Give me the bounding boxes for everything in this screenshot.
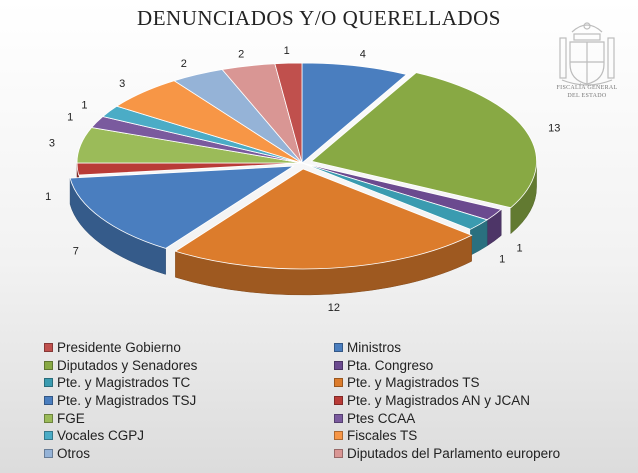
pie-slice-14	[274, 62, 303, 164]
legend-label: Vocales CGPJ	[57, 428, 145, 444]
seal-caption-line1: FISCALÍA GENERAL	[556, 85, 618, 91]
legend-label: Fiscales TS	[347, 428, 418, 444]
legend-entry: Diputados y Senadores	[44, 357, 334, 375]
legend-label: Pte. y Magistrados AN y JCAN	[347, 393, 531, 409]
pie-data-label: 7	[73, 246, 79, 258]
pie-data-label: 1	[517, 242, 523, 254]
legend-swatch	[44, 431, 53, 441]
legend-swatch	[44, 448, 53, 458]
legend-swatch	[334, 448, 343, 458]
pie-data-label: 1	[499, 254, 505, 266]
legend-entry: Vocales CGPJ	[44, 427, 334, 445]
legend-swatch	[334, 396, 343, 406]
legend-entry: Pte. y Magistrados AN y JCAN	[334, 392, 624, 410]
legend-label: Ministros	[347, 340, 402, 356]
legend-entry: FGE	[44, 409, 334, 427]
legend-label: Pta. Congreso	[347, 357, 434, 373]
legend-entry: Ministros	[334, 339, 624, 357]
legend-label: Otros	[57, 445, 91, 461]
coat-of-arms-seal	[559, 22, 615, 86]
pie-slice-6	[69, 165, 295, 249]
legend-entry: Pte. y Magistrados TC	[44, 374, 334, 392]
pie-data-label: 13	[548, 123, 560, 135]
legend-entry: Otros	[44, 445, 334, 463]
legend-entry: Pte. y Magistrados TS	[334, 374, 624, 392]
pie-slice-5	[174, 168, 473, 270]
legend-swatch	[334, 360, 343, 370]
legend-swatch	[44, 378, 53, 388]
legend-entry: Ptes CCAA	[334, 409, 624, 427]
chart-title: DENUNCIADOS Y/O QUERELLADOS	[137, 6, 501, 30]
chart-legend: Presidente Gobierno Ministros Diputados y …	[44, 339, 624, 462]
pie-data-label: 2	[238, 48, 244, 60]
pie-data-label: 12	[328, 302, 340, 314]
legend-label: Pte. y Magistrados TSJ	[57, 393, 197, 409]
pie-slice-2	[310, 72, 537, 209]
seal-caption: FISCALÍA GENERAL DEL ESTADO	[552, 84, 622, 100]
pie-slice-4	[301, 162, 489, 230]
pie-data-label: 2	[181, 58, 187, 70]
legend-label: Presidente Gobierno	[57, 340, 181, 356]
legend-swatch	[334, 343, 343, 353]
legend-entry: Pte. y Magistrados TSJ	[44, 392, 334, 410]
legend-label: Diputados y Senadores	[57, 357, 198, 373]
pie-tops	[69, 62, 537, 270]
legend-swatch	[334, 378, 343, 388]
pie-data-label: 1	[67, 112, 73, 124]
legend-swatch	[44, 360, 53, 370]
pie-data-label: 4	[360, 48, 366, 60]
pie-data-label: 1	[81, 100, 87, 112]
seal-caption-line2: DEL ESTADO	[567, 93, 607, 99]
legend-entry: Diputados del Parlamento europero	[334, 445, 624, 463]
legend-label: Pte. y Magistrados TC	[57, 375, 191, 391]
pie-slice-1	[301, 62, 408, 164]
legend-swatch	[44, 413, 53, 423]
pie-data-label: 1	[45, 191, 51, 203]
pie-data-label: 3	[49, 138, 55, 150]
legend-swatch	[44, 343, 53, 353]
legend-entry: Pta. Congreso	[334, 357, 624, 375]
legend-swatch	[334, 413, 343, 423]
legend-label: FGE	[57, 410, 85, 426]
legend-swatch	[334, 431, 343, 441]
legend-swatch	[44, 396, 53, 406]
legend-entry: Presidente Gobierno	[44, 339, 334, 357]
legend-label: Diputados del Parlamento europero	[347, 445, 561, 461]
legend-label: Pte. y Magistrados TS	[347, 375, 480, 391]
pie-sides	[69, 161, 537, 296]
pie-data-label: 3	[119, 78, 125, 90]
legend-label: Ptes CCAA	[347, 410, 416, 426]
legend-entry: Fiscales TS	[334, 427, 624, 445]
pie-data-label: 1	[284, 45, 290, 57]
